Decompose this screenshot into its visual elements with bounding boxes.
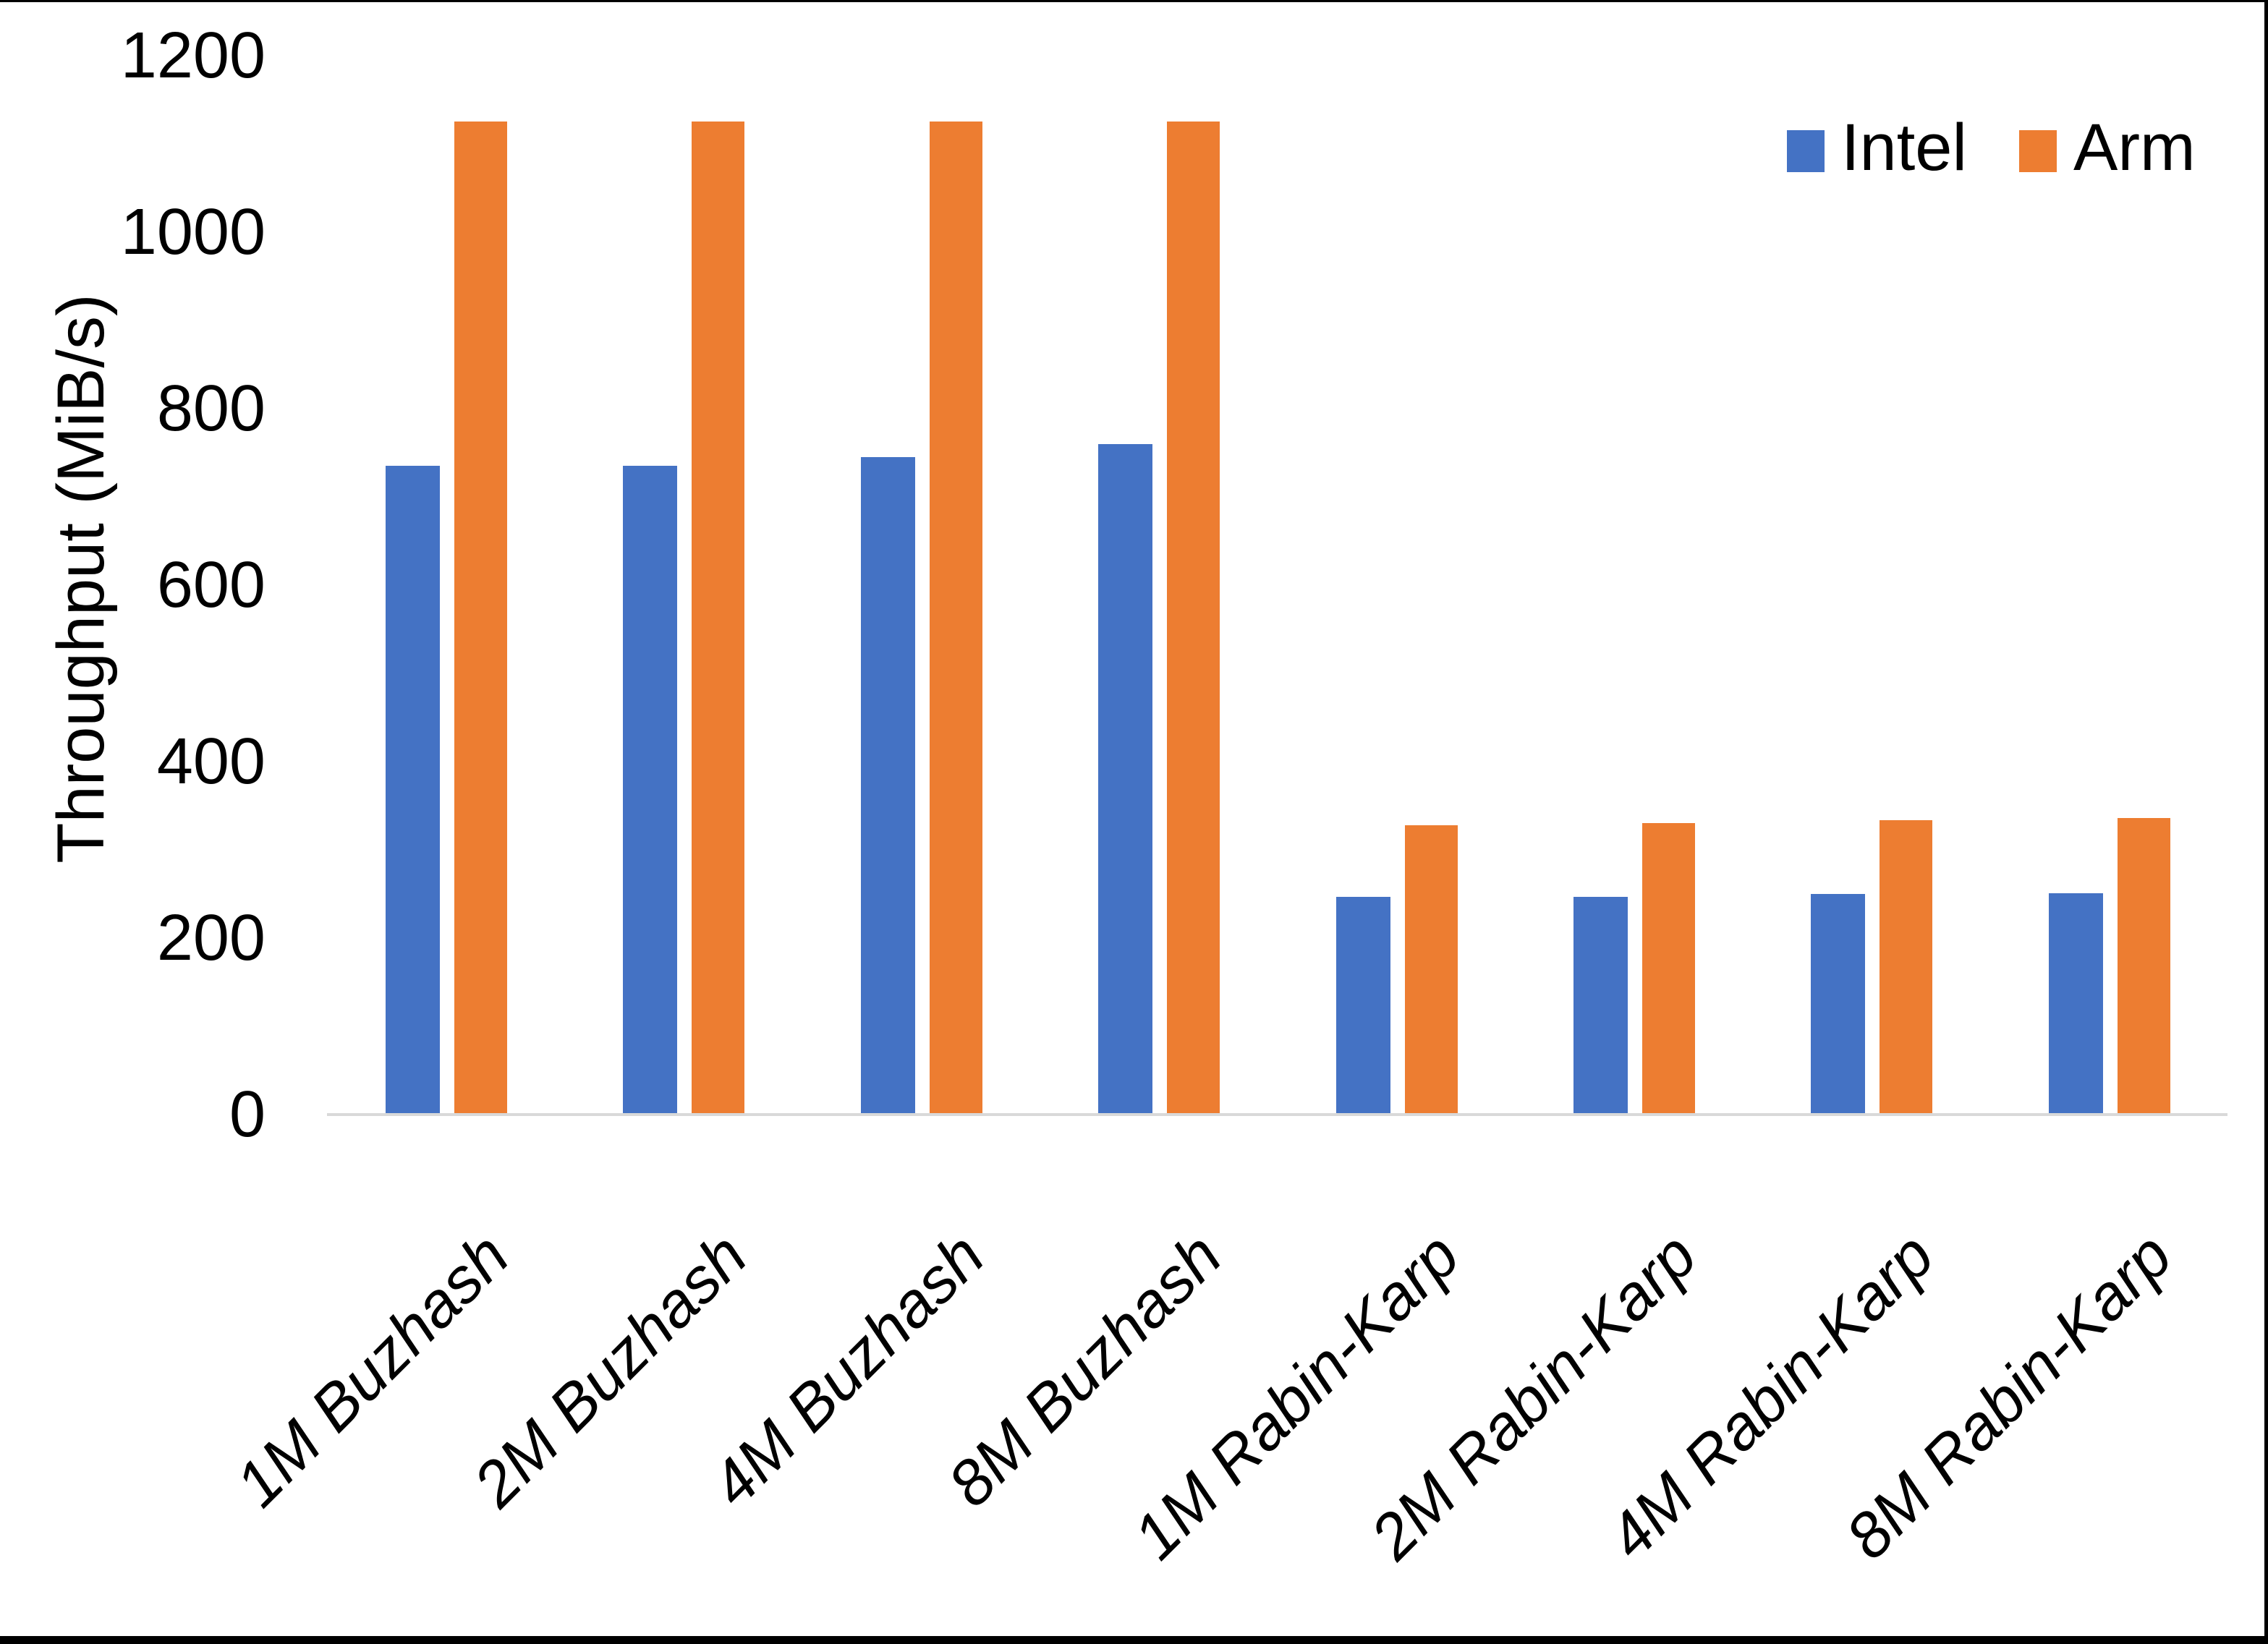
- y-tick-label-1000: 1000: [120, 196, 266, 268]
- frame-right-border: [2264, 0, 2268, 1644]
- y-tick-label-200: 200: [156, 902, 266, 974]
- frame-bottom-border: [0, 1636, 2268, 1644]
- bar-arm-1m-buzhash: [454, 122, 507, 1115]
- bar-intel-4m-buzhash: [861, 457, 915, 1115]
- bar-arm-2m-buzhash: [692, 122, 744, 1115]
- y-tick-label-400: 400: [156, 725, 266, 798]
- bar-arm-8m-rabin-karp: [2118, 818, 2170, 1115]
- bar-arm-2m-rabin-karp: [1642, 823, 1695, 1115]
- bar-arm-4m-buzhash: [930, 122, 982, 1115]
- bar-arm-8m-buzhash: [1167, 122, 1220, 1115]
- legend-swatch-intel-icon: [1787, 130, 1825, 172]
- x-axis-line: [327, 1113, 2227, 1116]
- bar-intel-2m-rabin-karp: [1573, 897, 1628, 1115]
- legend-label-arm: Arm: [2073, 111, 2196, 184]
- y-tick-label-800: 800: [156, 372, 266, 445]
- frame-top-border: [0, 0, 2268, 2]
- legend-label-intel: Intel: [1841, 111, 1967, 184]
- bar-intel-4m-rabin-karp: [1811, 894, 1865, 1115]
- bar-intel-8m-buzhash: [1098, 444, 1152, 1115]
- bar-intel-1m-buzhash: [386, 466, 440, 1115]
- bar-intel-8m-rabin-karp: [2049, 893, 2103, 1115]
- bar-intel-1m-rabin-karp: [1336, 897, 1390, 1115]
- bar-intel-2m-buzhash: [623, 466, 677, 1115]
- y-tick-label-0: 0: [229, 1078, 266, 1151]
- bar-arm-1m-rabin-karp: [1405, 825, 1458, 1115]
- y-tick-label-600: 600: [156, 549, 266, 621]
- bar-arm-4m-rabin-karp: [1880, 820, 1932, 1115]
- y-tick-label-1200: 1200: [120, 20, 266, 92]
- legend-swatch-arm-icon: [2019, 130, 2057, 172]
